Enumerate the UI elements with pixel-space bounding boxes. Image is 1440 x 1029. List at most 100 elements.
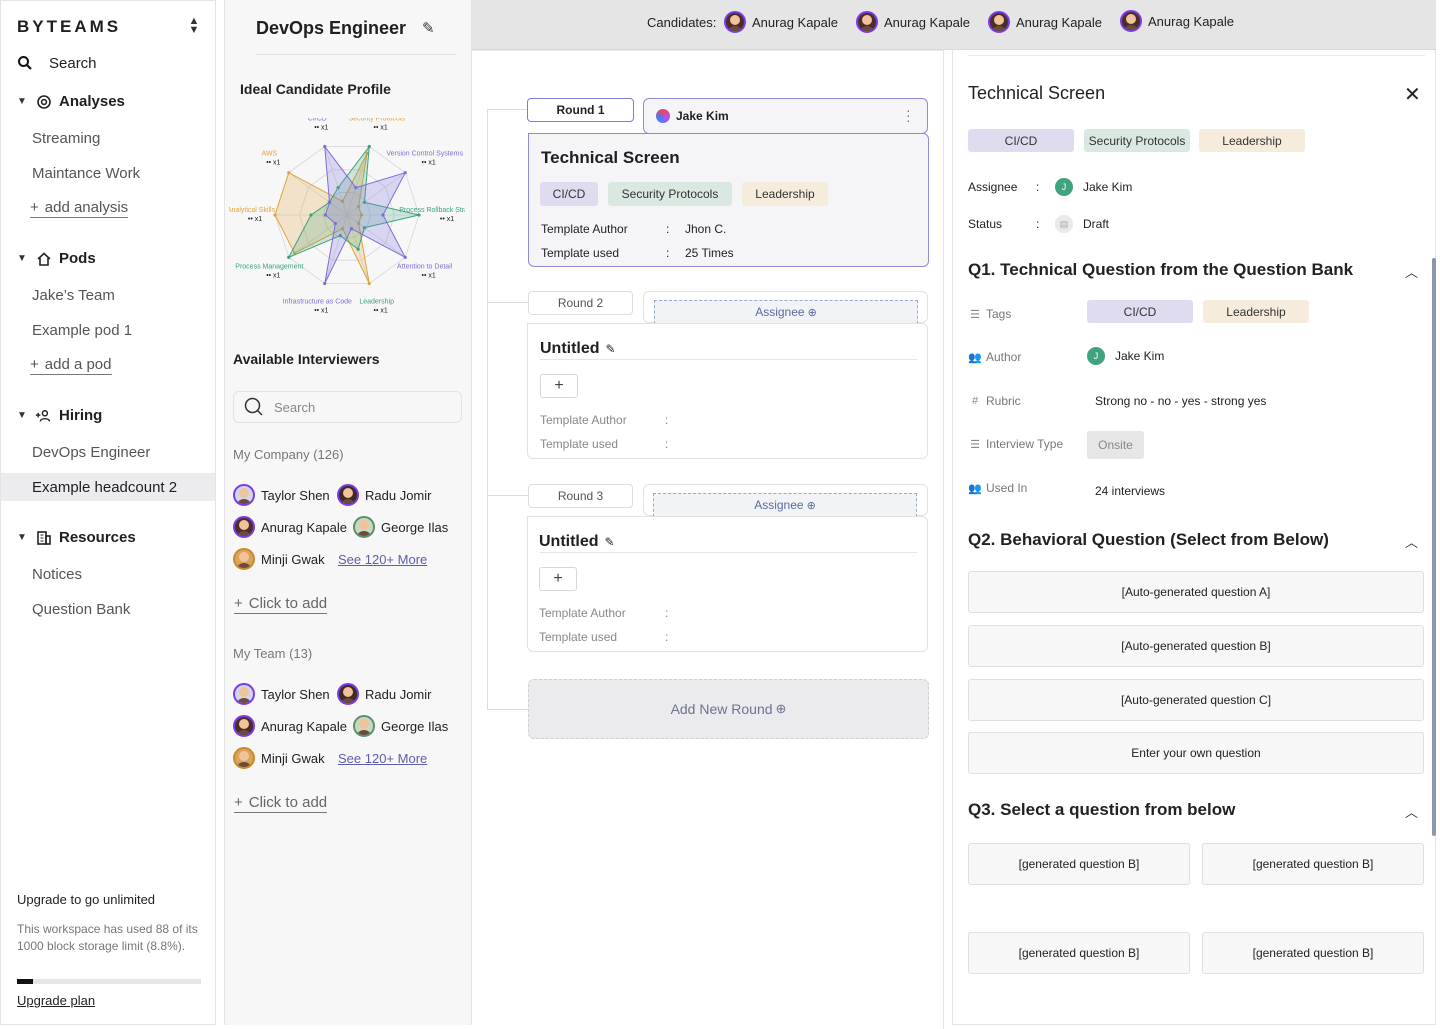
candidate-chip[interactable]: Anurag Kapale (988, 11, 1102, 33)
radar-axis-weight: •• x1 (422, 160, 436, 167)
upgrade-plan-link[interactable]: Upgrade plan (17, 993, 96, 1008)
interviewer-chip[interactable]: Taylor Shen (233, 683, 330, 705)
round-1-card[interactable]: Technical Screen CI/CD Security Protocol… (528, 133, 929, 267)
sidebar-item-devops-engineer[interactable]: DevOps Engineer (32, 443, 151, 461)
sidebar-item-maintance-work[interactable]: Maintance Work (32, 164, 141, 182)
candidate-chip[interactable]: Anurag Kapale (724, 11, 838, 33)
sidebar-item-example-headcount-2[interactable]: Example headcount 2 (1, 473, 215, 501)
add-new-round-button[interactable]: Add New Round ⊕ (528, 679, 929, 739)
question-option[interactable]: [Auto-generated question B] (968, 625, 1424, 667)
question-option[interactable]: [generated question B] (1202, 843, 1424, 885)
sidebar-item-question-bank[interactable]: Question Bank (32, 600, 131, 618)
kebab-menu-icon[interactable]: · · · (906, 102, 911, 128)
round-2-assignee-button[interactable]: Assignee ⊕ (654, 300, 918, 324)
interviewer-search[interactable] (233, 391, 462, 423)
interviewer-chip[interactable]: Anurag Kapale (233, 715, 347, 737)
section-resources[interactable]: ▼ Resources (17, 529, 136, 546)
question-option[interactable]: [generated question B] (968, 932, 1190, 974)
sidebar-item-example-pod-1[interactable]: Example pod 1 (32, 321, 133, 339)
candidate-chip[interactable]: Anurag Kapale (1120, 10, 1234, 32)
interviewer-search-input[interactable] (274, 399, 444, 415)
add-tag-button[interactable]: + (540, 374, 578, 398)
pencil-icon[interactable]: ✎ (604, 535, 615, 549)
question-option[interactable]: [Auto-generated question A] (968, 571, 1424, 613)
avatar (233, 715, 255, 737)
add-pod-button[interactable]: + add a pod (30, 356, 112, 375)
question-option[interactable]: [generated question B] (1202, 932, 1424, 974)
radar-point (357, 221, 361, 226)
close-button[interactable]: ✕ (1404, 82, 1421, 107)
plus-icon: + (234, 794, 243, 811)
assignee-value[interactable]: J Jake Kim (1055, 178, 1132, 196)
radar-point (381, 213, 385, 217)
available-interviewers-heading: Available Interviewers (233, 351, 380, 367)
interviewer-name: Minji Gwak (261, 551, 325, 567)
candidate-chip[interactable]: Anurag Kapale (856, 11, 970, 33)
interview-type-badge[interactable]: Onsite (1087, 431, 1144, 459)
round-1-assignee[interactable]: Jake Kim · · · (643, 98, 928, 134)
interviewer-chip[interactable]: George Ilas (353, 516, 448, 538)
round-2-card[interactable]: Untitled ✎ + Template Author : Template u… (527, 323, 928, 459)
sidebar-search[interactable]: Search (17, 53, 97, 73)
question-option[interactable]: [Auto-generated question C] (968, 679, 1424, 721)
storage-progress-bar (17, 979, 201, 984)
add-tag-button[interactable]: + (539, 567, 577, 591)
edit-title-button[interactable]: ✎ (422, 19, 435, 37)
workspace-switch-icon[interactable]: ▲ ▼ (188, 15, 200, 36)
status-value[interactable]: ▤ Draft (1055, 215, 1109, 233)
scrollbar[interactable] (1432, 258, 1436, 836)
section-analyses-label: Analyses (59, 93, 125, 110)
radar-axis-line (346, 172, 406, 216)
interviewer-chip[interactable]: Radu Jomir (337, 683, 431, 705)
add-analysis-button[interactable]: + add analysis (30, 199, 129, 218)
plus-icon: + (30, 356, 39, 373)
section-pods-label: Pods (59, 250, 96, 267)
round-3-assignee-button[interactable]: Assignee ⊕ (653, 493, 917, 517)
add-new-round-label: Add New Round (670, 701, 773, 717)
interviewer-chip[interactable]: Minji Gwak (233, 747, 325, 769)
assignee-chip: Jake Kim (656, 109, 729, 123)
used-in-value: 24 interviews (1095, 484, 1166, 498)
author-label: Author (986, 350, 1022, 364)
round-1-tag: CI/CD (540, 182, 598, 206)
interviewer-chip[interactable]: Anurag Kapale (233, 516, 347, 538)
see-more-team-link[interactable]: See 120+ More (338, 751, 428, 766)
round-2-title[interactable]: Untitled ✎ (540, 340, 616, 358)
avatar (337, 683, 359, 705)
section-pods[interactable]: ▼ Pods (17, 250, 96, 267)
custom-question-button[interactable]: Enter your own question (968, 732, 1424, 774)
round-3-title[interactable]: Untitled ✎ (539, 533, 615, 551)
see-more-company-link[interactable]: See 120+ More (338, 552, 428, 567)
rubric-label: Rubric (986, 394, 1021, 408)
sidebar-item-streaming[interactable]: Streaming (32, 129, 101, 147)
round-3-tab[interactable]: Round 3 (528, 484, 633, 508)
radar-axis-line (288, 214, 348, 258)
colon: : (665, 606, 669, 620)
chevron-up-icon[interactable]: ︿ (1405, 265, 1419, 280)
section-analyses[interactable]: ▼ Analyses (17, 93, 125, 110)
avatar (233, 683, 255, 705)
question-option[interactable]: [generated question B] (968, 843, 1190, 885)
section-hiring[interactable]: ▼ Hiring (17, 407, 102, 424)
avatar (988, 11, 1010, 33)
chevron-up-icon[interactable]: ︿ (1405, 805, 1419, 820)
interviewer-chip[interactable]: Radu Jomir (337, 484, 431, 506)
chevron-up-icon[interactable]: ︿ (1405, 535, 1419, 550)
interviewer-chip[interactable]: George Ilas (353, 715, 448, 737)
radar-axis-weight: •• x1 (266, 272, 280, 279)
round-3-card[interactable]: Untitled ✎ + Template Author : Template u… (527, 516, 928, 652)
interviewer-chip[interactable]: Taylor Shen (233, 484, 330, 506)
ideal-profile-heading: Ideal Candidate Profile (240, 81, 391, 97)
round-1-tab[interactable]: Round 1 (527, 98, 634, 122)
divider (968, 55, 1425, 56)
sidebar-item-jakes-team[interactable]: Jake’s Team (32, 286, 115, 304)
round-2-tab[interactable]: Round 2 (528, 291, 633, 315)
add-interviewer-company-button[interactable]: + Click to add (234, 595, 328, 614)
interview-type-label: Interview Type (986, 437, 1064, 451)
pencil-icon[interactable]: ✎ (605, 342, 616, 356)
sidebar-item-notices[interactable]: Notices (32, 565, 83, 583)
radar-axis-weight: •• x1 (248, 216, 262, 223)
assignee-name: Jake Kim (1083, 180, 1133, 194)
interviewer-chip[interactable]: Minji Gwak (233, 548, 325, 570)
add-interviewer-team-button[interactable]: + Click to add (234, 794, 328, 813)
